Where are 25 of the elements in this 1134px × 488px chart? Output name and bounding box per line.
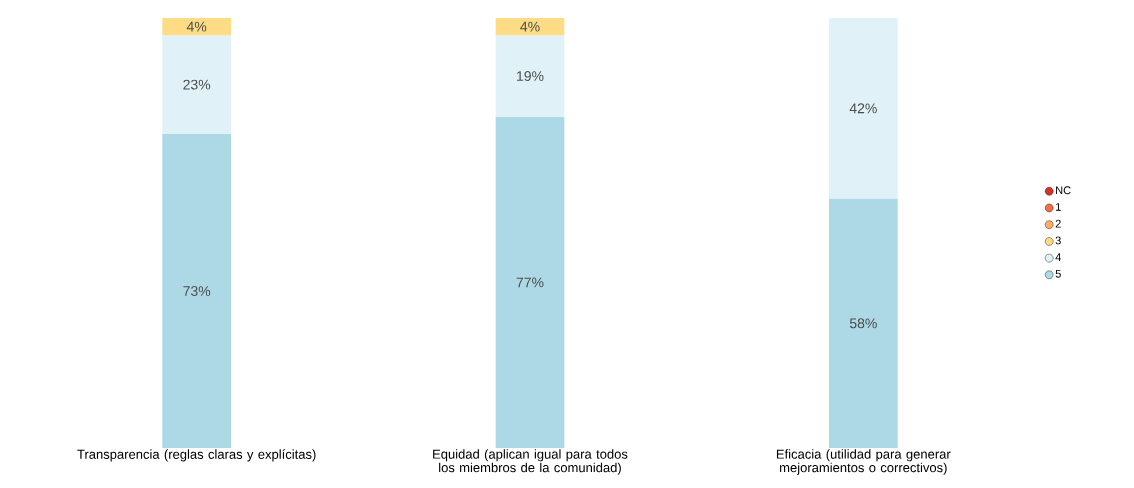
bar — [829, 198, 898, 448]
bar — [162, 134, 231, 448]
data-label: 23% — [183, 79, 211, 90]
legend-label: 3 — [1055, 236, 1061, 245]
data-label: 42% — [849, 103, 877, 114]
legend-label: NC — [1056, 186, 1071, 195]
x-tick-label: Transparencia (reglas claras y explícitas) — [77, 449, 316, 462]
legend-label: 5 — [1055, 269, 1061, 278]
x-tick-label: Equidad (aplican igual para todos los miembros de la comunidad) — [433, 449, 628, 475]
data-label: 77% — [516, 277, 544, 288]
bar — [162, 35, 231, 135]
legend-label: 4 — [1055, 253, 1061, 261]
bar — [495, 116, 565, 448]
data-label: 4% — [520, 21, 540, 32]
bar — [829, 18, 898, 199]
bar — [495, 35, 565, 117]
bar — [495, 18, 565, 36]
bar — [162, 18, 231, 36]
x-tick-label: Eficacia (utilidad para generar mejoramientos o correctivos) — [776, 449, 951, 475]
legend-label: 1 — [1056, 203, 1061, 211]
data-label: 4% — [186, 21, 207, 32]
data-label: 19% — [517, 71, 544, 82]
data-label: 73% — [183, 286, 211, 297]
legend-label: 2 — [1055, 219, 1061, 228]
data-label: 58% — [849, 318, 877, 329]
